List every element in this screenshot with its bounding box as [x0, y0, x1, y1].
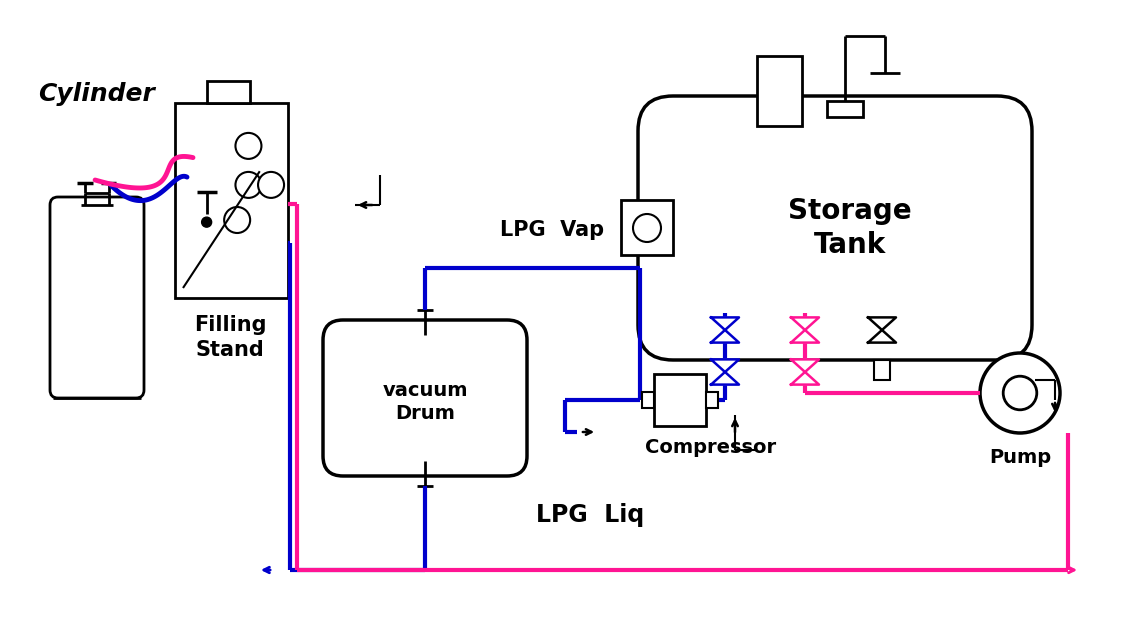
- Text: vacuum
Drum: vacuum Drum: [382, 381, 468, 423]
- Bar: [621, 200, 673, 255]
- Bar: [827, 101, 863, 117]
- Circle shape: [202, 217, 211, 227]
- Text: LPG  Vap: LPG Vap: [500, 220, 604, 240]
- Circle shape: [258, 172, 284, 198]
- Bar: [706, 392, 718, 408]
- Polygon shape: [711, 372, 739, 385]
- Circle shape: [633, 214, 661, 242]
- Polygon shape: [868, 330, 896, 343]
- Circle shape: [980, 353, 1060, 433]
- Bar: [175, 103, 288, 298]
- Circle shape: [235, 133, 261, 159]
- Text: LPG  Liq: LPG Liq: [536, 503, 645, 527]
- FancyBboxPatch shape: [50, 197, 144, 398]
- Bar: [654, 374, 706, 426]
- Bar: [874, 360, 890, 380]
- FancyBboxPatch shape: [323, 320, 527, 476]
- Polygon shape: [791, 372, 819, 385]
- Text: Filling
Stand: Filling Stand: [194, 315, 266, 360]
- Bar: [756, 56, 802, 126]
- Polygon shape: [711, 330, 739, 343]
- Circle shape: [235, 172, 261, 198]
- Bar: [642, 392, 654, 408]
- FancyBboxPatch shape: [638, 96, 1031, 360]
- Circle shape: [224, 207, 250, 233]
- Polygon shape: [711, 318, 739, 330]
- Polygon shape: [868, 318, 896, 330]
- Polygon shape: [791, 330, 819, 343]
- Text: Pump: Pump: [989, 448, 1051, 467]
- Bar: [207, 81, 250, 103]
- Text: Cylinder: Cylinder: [38, 82, 155, 106]
- Text: Storage
Tank: Storage Tank: [788, 197, 912, 259]
- Polygon shape: [711, 359, 739, 372]
- Circle shape: [1003, 376, 1037, 410]
- Polygon shape: [791, 359, 819, 372]
- Text: Compressor: Compressor: [645, 438, 776, 457]
- Polygon shape: [791, 318, 819, 330]
